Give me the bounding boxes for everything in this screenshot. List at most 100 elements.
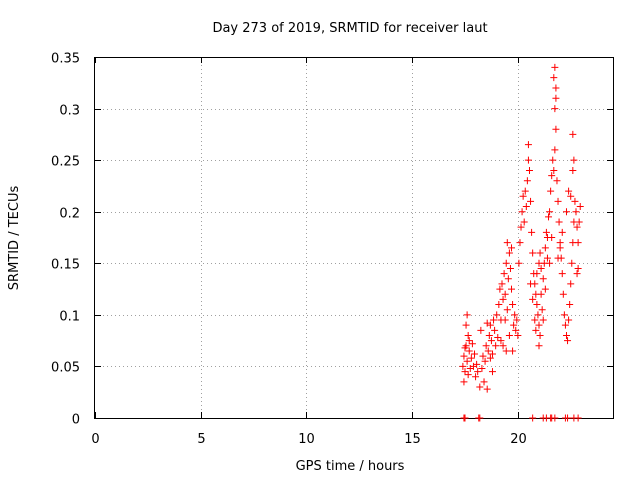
data-point xyxy=(460,352,468,360)
data-point xyxy=(537,264,545,272)
x-tick-label: 0 xyxy=(91,432,99,447)
data-point xyxy=(560,311,568,319)
data-point xyxy=(533,270,541,278)
data-point xyxy=(551,414,559,422)
data-point xyxy=(492,342,500,350)
data-point xyxy=(487,337,495,345)
data-point xyxy=(555,218,563,226)
data-point xyxy=(538,306,546,314)
y-tick-label: 0.15 xyxy=(51,258,80,273)
data-point xyxy=(496,285,504,293)
data-point xyxy=(512,326,520,334)
data-point xyxy=(459,362,467,370)
data-point xyxy=(562,331,570,339)
data-point xyxy=(516,239,524,247)
data-point xyxy=(491,326,499,334)
data-point xyxy=(550,166,558,174)
data-point xyxy=(464,371,472,379)
y-tick-label: 0.3 xyxy=(59,104,80,119)
data-point xyxy=(501,290,509,298)
data-point xyxy=(571,197,579,205)
data-point xyxy=(565,187,573,195)
data-point xyxy=(515,259,523,267)
y-tick-label: 0.2 xyxy=(59,207,80,222)
data-point xyxy=(513,316,521,324)
data-point xyxy=(509,347,517,355)
data-point xyxy=(529,249,537,257)
data-point xyxy=(511,311,519,319)
data-point xyxy=(471,350,479,358)
data-point xyxy=(483,385,491,393)
data-point xyxy=(472,373,480,381)
x-tick-label: 10 xyxy=(298,432,315,447)
data-point xyxy=(573,223,581,231)
data-point xyxy=(488,350,496,358)
data-points xyxy=(459,63,584,422)
data-point xyxy=(537,290,545,298)
data-point xyxy=(462,321,470,329)
data-point xyxy=(463,357,471,365)
data-point xyxy=(543,254,551,262)
data-point xyxy=(556,244,564,252)
data-point xyxy=(533,301,541,309)
data-point xyxy=(564,414,572,422)
data-point xyxy=(506,264,514,272)
data-point xyxy=(479,352,487,360)
data-point xyxy=(498,280,506,288)
data-point xyxy=(505,249,513,257)
data-point xyxy=(548,172,556,180)
x-tick-label: 20 xyxy=(510,432,527,447)
data-point xyxy=(574,414,582,422)
data-point xyxy=(467,354,475,362)
data-point xyxy=(480,378,488,386)
data-point xyxy=(524,156,532,164)
data-point xyxy=(499,295,507,303)
data-point xyxy=(495,301,503,309)
data-point xyxy=(499,342,507,350)
y-tick-label: 0 xyxy=(72,413,80,428)
data-point xyxy=(539,316,547,324)
data-point xyxy=(497,337,505,345)
data-point xyxy=(465,347,473,355)
data-point xyxy=(565,316,573,324)
data-point xyxy=(554,197,562,205)
data-point xyxy=(461,368,469,376)
data-point xyxy=(509,301,517,309)
data-point xyxy=(574,264,582,272)
data-point xyxy=(510,321,518,329)
data-point xyxy=(531,316,539,324)
data-point xyxy=(482,342,490,350)
data-point xyxy=(502,259,510,267)
data-point xyxy=(552,84,560,92)
data-point xyxy=(527,280,535,288)
data-point xyxy=(503,239,511,247)
data-point xyxy=(539,275,547,283)
data-point xyxy=(559,290,567,298)
data-point xyxy=(549,156,557,164)
data-point xyxy=(523,177,531,185)
data-point xyxy=(570,156,578,164)
data-point xyxy=(476,383,484,391)
data-point xyxy=(535,321,543,329)
x-tick-labels: 0 5 10 15 20 xyxy=(91,432,526,447)
data-point xyxy=(569,130,577,138)
data-point xyxy=(558,270,566,278)
y-tick-label: 0.25 xyxy=(51,155,80,170)
y-tick-label: 0.1 xyxy=(59,310,80,325)
data-point xyxy=(566,301,574,309)
data-point xyxy=(490,316,498,324)
data-point xyxy=(488,368,496,376)
data-point xyxy=(524,141,532,149)
data-point xyxy=(547,187,555,195)
data-point xyxy=(508,244,516,252)
data-point xyxy=(548,234,556,241)
data-point xyxy=(465,337,473,345)
x-axis-label: GPS time / hours xyxy=(296,459,405,474)
data-point xyxy=(529,414,537,422)
data-point xyxy=(461,344,469,352)
data-point xyxy=(567,280,575,288)
chart-title: Day 273 of 2019, SRMTID for receiver lau… xyxy=(212,21,487,36)
axis-ticks xyxy=(95,57,613,419)
data-point xyxy=(551,146,559,154)
data-point xyxy=(574,239,582,247)
